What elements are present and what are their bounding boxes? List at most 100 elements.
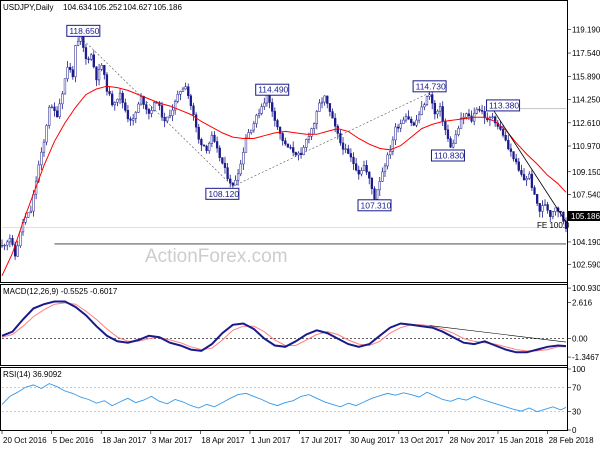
candle-body [50,106,53,108]
candle-body [541,205,544,212]
candle-body [16,245,19,257]
price-ytick-label: 102.590 [572,261,600,270]
candle-body [441,106,444,122]
candle-body [494,116,497,124]
candle-body [111,93,114,106]
candle-body [530,173,534,188]
candle-body [546,204,549,211]
candle-body [420,106,423,115]
candle-body [113,102,116,106]
x-tick-label: 28 Feb 2018 [549,436,594,445]
macd-title: MACD(12,26,9) -0.5525 -0.6017 [3,287,118,296]
candle-body [147,109,151,114]
candle-body [294,152,297,156]
candle-body [200,139,203,146]
candle-body [87,58,90,60]
candle-body [483,111,486,119]
candle-body [362,165,366,171]
candle-body [402,119,405,124]
candle-body [533,187,536,195]
candle-body [250,129,253,133]
candle-body [215,141,219,149]
candle-body [457,128,460,136]
candle-body [234,179,237,186]
candle-body [213,134,216,142]
candle-body [229,178,232,184]
price-ytick-label: 115.890 [572,72,600,81]
candle-body [313,123,316,129]
candle-body [431,94,434,104]
candle-body [292,147,295,153]
candle-body [108,91,111,95]
candle-body [24,217,27,223]
candle-body [61,93,64,105]
candle-body [446,129,450,139]
price-panel [0,0,568,283]
price-ytick-label: 114.250 [572,96,600,105]
rsi-title: RSI(14) 36.9092 [3,370,62,379]
price-trendline [492,108,567,223]
candle-body [535,194,539,204]
candle-body [192,105,195,116]
x-tick-label: 17 Jul 2017 [301,436,343,445]
candle-body [465,113,468,118]
candle-body [82,35,85,48]
candle-body [166,116,169,122]
price-label-3: 107.310 [361,200,392,210]
svg-text:105.186: 105.186 [571,212,600,221]
candle-body [189,95,193,107]
candle-body [218,147,221,158]
candle-body [504,135,507,141]
candle-body [339,133,342,144]
candle-body [276,120,279,128]
candle-body [281,133,284,141]
candle-body [449,138,452,148]
candle-body [134,112,137,119]
candle-body [320,101,324,104]
candle-body [221,157,224,164]
x-tick-label: 3 Mar 2017 [152,436,193,445]
candle-body [160,105,164,118]
candle-body [326,95,329,104]
candle-body [171,109,174,116]
candle-body [223,162,227,168]
candle-body [271,102,274,112]
candle-body [129,118,132,121]
candle-body [478,108,481,111]
candle-body [331,111,334,119]
candle-body [512,151,515,160]
price-label-box [255,83,290,96]
candle-body [263,102,266,107]
candle-body [299,152,303,156]
candle-body [452,142,455,148]
x-tick-label: 20 Oct 2016 [3,436,47,445]
candle-body [48,107,51,126]
price-label-box [486,99,521,112]
price-label-box [412,80,447,93]
candle-body [391,139,395,152]
candle-body [509,148,513,152]
candle-body [8,238,12,243]
macd-line [1,300,567,354]
candle-body [520,170,523,175]
candle-body [257,113,261,116]
candle-body [404,116,408,121]
price-ytick-label: 110.970 [572,142,600,151]
candle-body [365,165,368,173]
candle-body [480,110,484,112]
candle-body [499,126,502,130]
candle-body [554,207,557,212]
macd-ytick-label: -1.3467 [572,353,600,362]
candle-body [462,117,465,119]
candle-body [354,163,358,171]
candle-body [252,123,255,131]
candle-body [444,120,447,131]
candle-body [37,164,40,182]
x-tick-label: 13 Oct 2017 [400,436,444,445]
candle-body [278,126,282,134]
candle-body [491,116,494,118]
candle-body [53,106,56,111]
candle-body [255,114,258,124]
candle-body [399,123,402,129]
macd-trendline [429,325,567,343]
